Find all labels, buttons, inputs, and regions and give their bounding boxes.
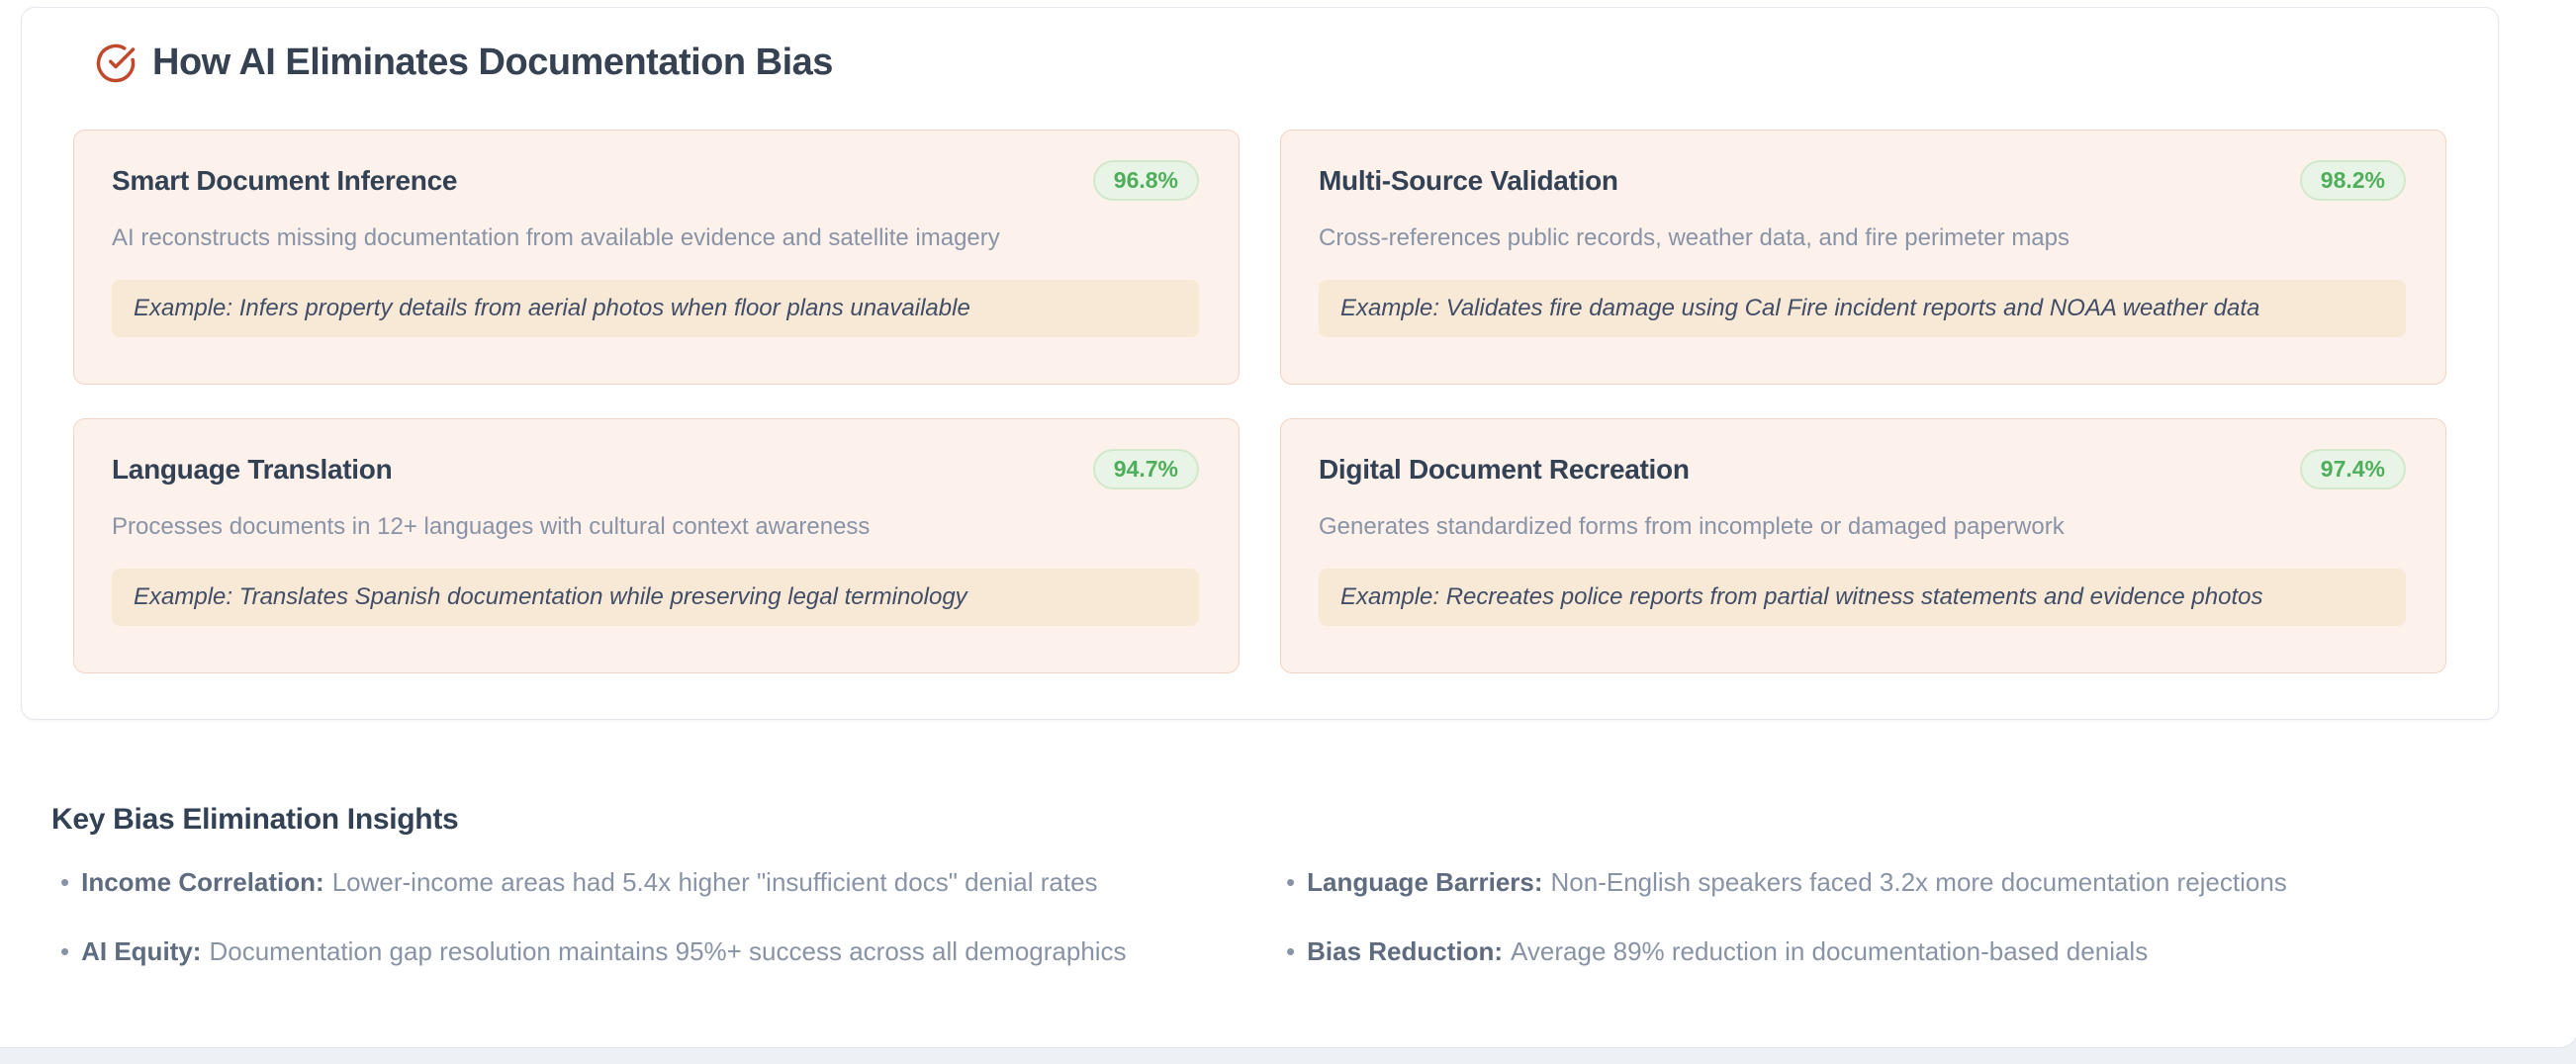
ai-methods-card: How AI Eliminates Documentation Bias Sma… (21, 7, 2499, 720)
bullet-icon: • (60, 935, 70, 966)
method-description: Processes documents in 12+ languages wit… (112, 513, 871, 540)
insights-grid: • Income Correlation: Lower-income areas h… (60, 866, 2576, 969)
method-example: Example: Recreates police reports from p… (1319, 569, 2406, 626)
insights-heading: Key Bias Elimination Insights (51, 803, 459, 836)
check-circle-icon (95, 43, 137, 84)
insight-text: Lower-income areas had 5.4x higher "insu… (331, 867, 1098, 897)
method-card-smart-document-inference: Smart Document Inference 96.8% AI recons… (73, 130, 1240, 385)
method-card-multi-source-validation: Multi-Source Validation 98.2% Cross-refe… (1280, 130, 2446, 385)
method-card-head: Multi-Source Validation 98.2% (1319, 160, 2406, 201)
method-title: Digital Document Recreation (1319, 453, 1690, 485)
insight-text: Documentation gap resolution maintains 9… (209, 935, 1127, 966)
method-title: Language Translation (112, 453, 393, 485)
page-title: How AI Eliminates Documentation Bias (152, 42, 833, 83)
accuracy-badge: 97.4% (2299, 449, 2406, 489)
accuracy-badge: 96.8% (1092, 160, 1199, 201)
insight-label: AI Equity: (81, 935, 202, 966)
accuracy-badge: 94.7% (1092, 449, 1199, 489)
insight-item-bias-reduction: • Bias Reduction: Average 89% reduction in… (1286, 935, 2576, 969)
insight-item-ai-equity: • AI Equity: Documentation gap resolution … (60, 935, 1286, 969)
method-description: Generates standardized forms from incomp… (1319, 513, 2065, 540)
bullet-icon: • (60, 867, 70, 897)
method-card-head: Smart Document Inference 96.8% (112, 160, 1199, 201)
method-card-head: Digital Document Recreation 97.4% (1319, 449, 2406, 489)
bullet-icon: • (1286, 935, 1296, 966)
insight-label: Language Barriers: (1307, 867, 1543, 897)
method-example: Example: Infers property details from ae… (112, 280, 1199, 337)
method-example: Example: Translates Spanish documentatio… (112, 569, 1199, 626)
method-description: AI reconstructs missing documentation fr… (112, 224, 1000, 251)
insight-label: Income Correlation: (81, 867, 324, 897)
method-example: Example: Validates fire damage using Cal… (1319, 280, 2406, 337)
insight-text: Average 89% reduction in documentation-b… (1511, 935, 2149, 966)
insight-item-income-correlation: • Income Correlation: Lower-income areas h… (60, 866, 1286, 900)
bullet-icon: • (1286, 867, 1296, 897)
accuracy-badge: 98.2% (2299, 160, 2406, 201)
insight-label: Bias Reduction: (1307, 935, 1504, 966)
card-header: How AI Eliminates Documentation Bias (95, 42, 2446, 84)
method-title: Multi-Source Validation (1319, 164, 1618, 196)
methods-grid: Smart Document Inference 96.8% AI recons… (73, 130, 2446, 673)
method-description: Cross-references public records, weather… (1319, 224, 2070, 251)
method-card-digital-document-recreation: Digital Document Recreation 97.4% Genera… (1280, 418, 2446, 673)
insight-item-language-barriers: • Language Barriers: Non-English speakers … (1286, 866, 2576, 900)
insights-section: Key Bias Elimination Insights • Income Co… (51, 803, 2576, 969)
insight-text: Non-English speakers faced 3.2x more doc… (1550, 867, 2287, 897)
method-title: Smart Document Inference (112, 164, 458, 196)
method-card-head: Language Translation 94.7% (112, 449, 1199, 489)
method-card-language-translation: Language Translation 94.7% Processes doc… (73, 418, 1240, 673)
